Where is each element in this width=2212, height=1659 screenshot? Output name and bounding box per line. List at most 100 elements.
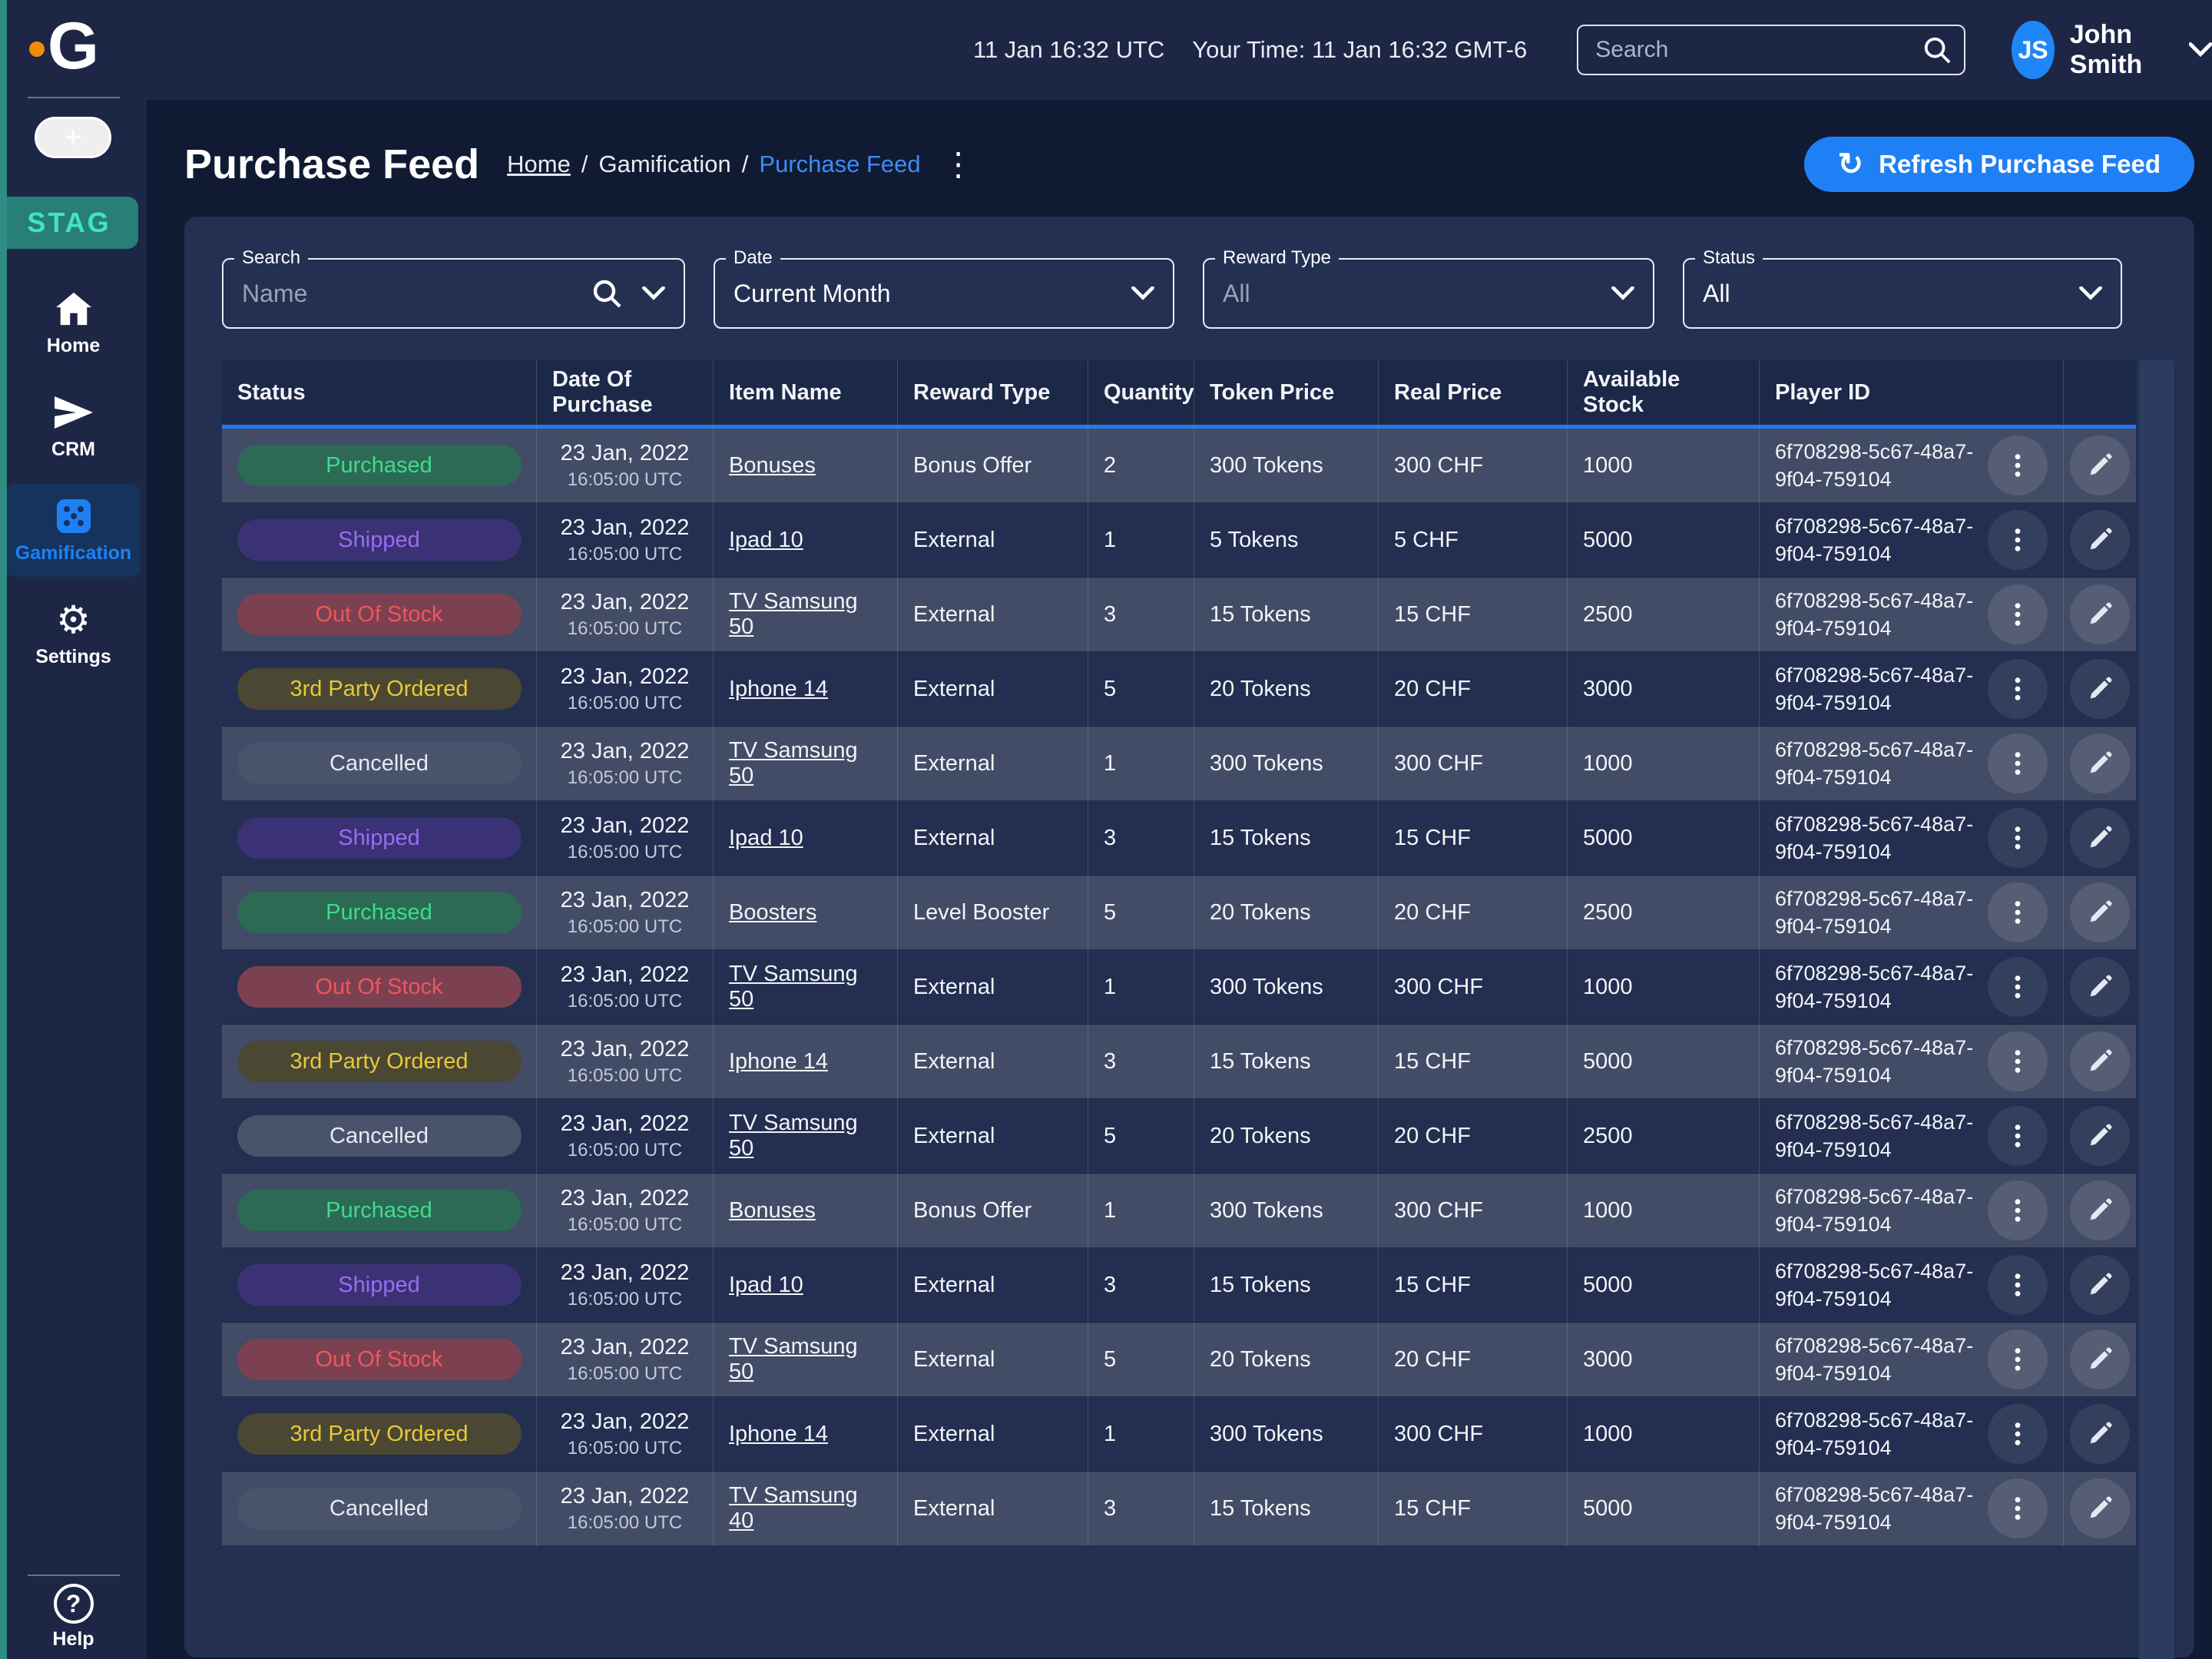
- stock-cell: 5000: [1568, 503, 1760, 578]
- row-kebab-button[interactable]: [1988, 808, 2048, 868]
- status-badge: Purchased: [237, 1190, 522, 1231]
- edit-row-button[interactable]: [2070, 957, 2130, 1017]
- token-price-cell: 15 Tokens: [1194, 1025, 1379, 1099]
- edit-row-button[interactable]: [2070, 808, 2130, 868]
- edit-row-button[interactable]: [2070, 733, 2130, 793]
- status-cell: Cancelled: [222, 727, 537, 801]
- row-kebab-button[interactable]: [1988, 1330, 2048, 1389]
- edit-row-button[interactable]: [2070, 510, 2130, 570]
- item-link[interactable]: Iphone 14: [729, 676, 829, 701]
- item-link[interactable]: TV Samsung 50: [729, 1334, 858, 1384]
- edit-row-button[interactable]: [2070, 1181, 2130, 1240]
- status-badge: Cancelled: [237, 1115, 522, 1157]
- date-cell: 23 Jan, 2022 16:05:00 UTC: [537, 429, 714, 503]
- search-icon[interactable]: [1922, 35, 1952, 65]
- sidebar-item-gamification[interactable]: Gamification: [6, 484, 141, 577]
- filter-search-label: Search: [234, 247, 309, 269]
- real-price-cell: 20 CHF: [1379, 876, 1568, 950]
- row-kebab-button[interactable]: [1988, 733, 2048, 793]
- item-cell: Ipad 10: [714, 1248, 898, 1323]
- sidebar-item-settings[interactable]: ⚙ Settings: [6, 588, 141, 680]
- edit-row-button[interactable]: [2070, 1404, 2130, 1464]
- edit-row-button[interactable]: [2070, 1479, 2130, 1538]
- date-cell: 23 Jan, 2022 16:05:00 UTC: [537, 1323, 714, 1397]
- edit-row-button[interactable]: [2070, 1106, 2130, 1166]
- item-link[interactable]: Ipad 10: [729, 825, 803, 850]
- quantity-cell: 5: [1088, 1323, 1194, 1397]
- table-row: Purchased 23 Jan, 2022 16:05:00 UTC Bonuses…: [222, 429, 2136, 503]
- actions-cell: [2064, 727, 2136, 801]
- page-menu-kebab-icon[interactable]: ⋮: [942, 146, 975, 183]
- quantity-cell: 5: [1088, 652, 1194, 727]
- row-kebab-button[interactable]: [1988, 510, 2048, 570]
- app-logo[interactable]: G: [0, 8, 147, 84]
- item-link[interactable]: TV Samsung 50: [729, 738, 858, 788]
- sidebar-item-crm[interactable]: CRM: [6, 380, 141, 473]
- item-link[interactable]: Boosters: [729, 899, 817, 925]
- edit-row-button[interactable]: [2070, 584, 2130, 644]
- row-kebab-button[interactable]: [1988, 957, 2048, 1017]
- token-price-cell: 20 Tokens: [1194, 1099, 1379, 1174]
- item-link[interactable]: Bonuses: [729, 452, 816, 478]
- status-badge: Cancelled: [237, 1488, 522, 1529]
- date-cell: 23 Jan, 2022 16:05:00 UTC: [537, 1397, 714, 1472]
- item-link[interactable]: TV Samsung 50: [729, 1111, 858, 1161]
- refresh-purchase-feed-button[interactable]: ↻ Refresh Purchase Feed: [1803, 137, 2194, 192]
- table-row: Cancelled 23 Jan, 2022 16:05:00 UTC TV Sams…: [222, 1472, 2136, 1546]
- breadcrumb-home[interactable]: Home: [507, 151, 571, 177]
- edit-row-button[interactable]: [2070, 882, 2130, 942]
- global-search-input[interactable]: [1577, 25, 1966, 75]
- filter-reward-type-label: Reward Type: [1215, 247, 1339, 269]
- clock-area: 11 Jan 16:32 UTC Your Time: 11 Jan 16:32…: [973, 36, 1527, 64]
- edit-row-button[interactable]: [2070, 1031, 2130, 1091]
- filter-status[interactable]: Status All: [1683, 247, 2122, 329]
- search-icon[interactable]: [591, 278, 622, 309]
- sidebar-item-home[interactable]: Home: [6, 276, 141, 369]
- row-kebab-button[interactable]: [1988, 1106, 2048, 1166]
- filter-search-input[interactable]: [242, 279, 591, 308]
- row-kebab-button[interactable]: [1988, 1404, 2048, 1464]
- breadcrumb-current[interactable]: Purchase Feed: [759, 151, 921, 177]
- actions-cell: [2064, 503, 2136, 578]
- row-kebab-button[interactable]: [1988, 1031, 2048, 1091]
- filter-date[interactable]: Date Current Month: [714, 247, 1174, 329]
- reward-type-cell: External: [898, 1472, 1088, 1546]
- table-row: Cancelled 23 Jan, 2022 16:05:00 UTC TV Sams…: [222, 727, 2136, 801]
- add-button[interactable]: +: [35, 117, 111, 158]
- edit-row-button[interactable]: [2070, 659, 2130, 719]
- item-link[interactable]: TV Samsung 50: [729, 962, 858, 1012]
- stock-cell: 1000: [1568, 1397, 1760, 1472]
- edit-row-button[interactable]: [2070, 1255, 2130, 1315]
- user-menu[interactable]: JS John Smith: [2012, 20, 2212, 80]
- item-link[interactable]: TV Samsung 40: [729, 1483, 858, 1533]
- item-link[interactable]: Iphone 14: [729, 1421, 829, 1446]
- edit-row-button[interactable]: [2070, 435, 2130, 495]
- edit-row-button[interactable]: [2070, 1330, 2130, 1389]
- token-price-cell: 15 Tokens: [1194, 1248, 1379, 1323]
- sidebar-item-label: Gamification: [15, 542, 132, 564]
- item-link[interactable]: Ipad 10: [729, 527, 803, 552]
- table-row: Shipped 23 Jan, 2022 16:05:00 UTC Ipad 10 Ex…: [222, 503, 2136, 578]
- item-cell: Ipad 10: [714, 801, 898, 876]
- row-kebab-button[interactable]: [1988, 659, 2048, 719]
- row-kebab-button[interactable]: [1988, 1255, 2048, 1315]
- chevron-down-icon[interactable]: [642, 286, 665, 300]
- item-link[interactable]: Iphone 14: [729, 1048, 829, 1074]
- row-kebab-button[interactable]: [1988, 1181, 2048, 1240]
- item-link[interactable]: Bonuses: [729, 1197, 816, 1223]
- table-row: Out Of Stock 23 Jan, 2022 16:05:00 UTC TV S…: [222, 950, 2136, 1025]
- item-link[interactable]: Ipad 10: [729, 1272, 803, 1297]
- date-cell: 23 Jan, 2022 16:05:00 UTC: [537, 1248, 714, 1323]
- row-kebab-button[interactable]: [1988, 584, 2048, 644]
- status-cell: Purchased: [222, 429, 537, 503]
- status-cell: Purchased: [222, 876, 537, 950]
- local-time: Your Time: 11 Jan 16:32 GMT-6: [1192, 36, 1528, 63]
- filter-reward-type[interactable]: Reward Type All: [1203, 247, 1654, 329]
- row-kebab-button[interactable]: [1988, 1479, 2048, 1538]
- help-button[interactable]: ? Help: [0, 1584, 147, 1651]
- row-kebab-button[interactable]: [1988, 435, 2048, 495]
- item-link[interactable]: TV Samsung 50: [729, 589, 858, 639]
- avatar: JS: [2012, 21, 2055, 79]
- table-scrollbar[interactable]: [2139, 360, 2174, 1659]
- row-kebab-button[interactable]: [1988, 882, 2048, 942]
